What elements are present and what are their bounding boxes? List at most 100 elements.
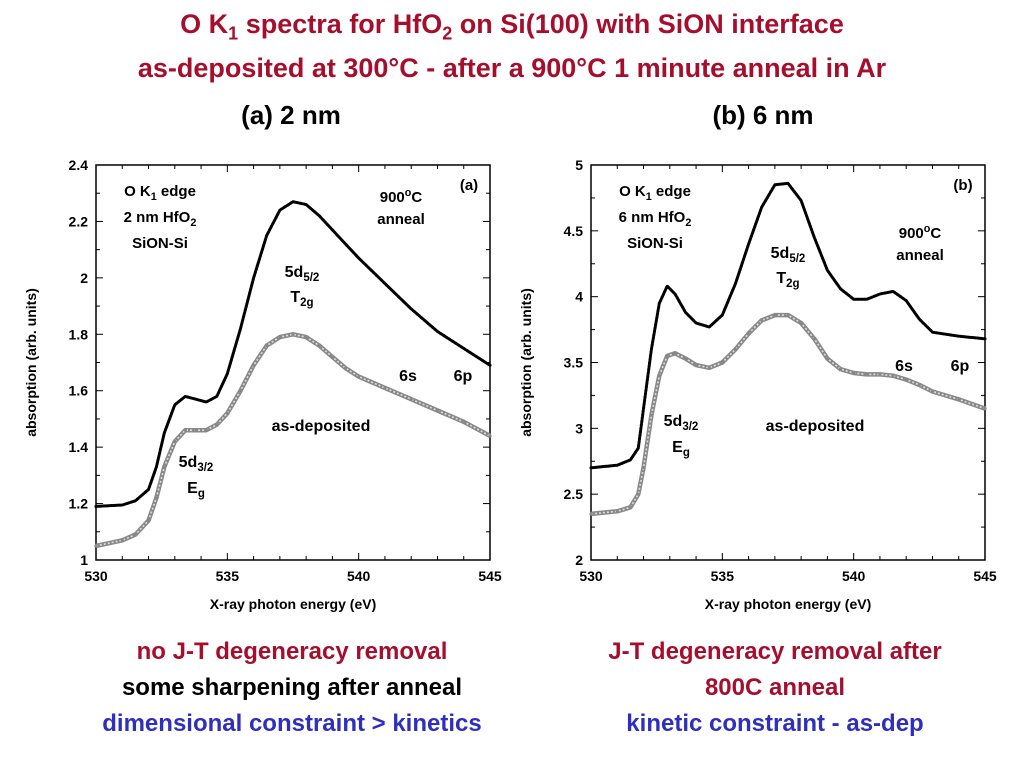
data-point (930, 389, 935, 394)
data-point (226, 372, 229, 375)
data-point (642, 407, 645, 410)
data-point (163, 431, 166, 435)
as-deposited-curve (95, 332, 492, 549)
data-point (957, 397, 961, 401)
sample-label: 2 nm HfO2 (124, 209, 197, 229)
data-point (615, 509, 619, 513)
data-point (708, 325, 711, 329)
data-point (636, 492, 640, 496)
x-tick-label: 535 (216, 568, 240, 584)
t2g-symmetry-label: T2g (776, 270, 799, 290)
six-s-label: 6s (895, 358, 913, 375)
data-point (435, 408, 440, 413)
y-tick-label: 2 (575, 552, 583, 568)
data-point (146, 518, 151, 523)
data-point (409, 397, 413, 401)
figure-title-line1: O K1 spectra for HfO2 on Si(100) with Si… (180, 9, 844, 44)
data-point (252, 363, 256, 367)
data-point (215, 395, 219, 398)
data-point (304, 335, 308, 339)
data-point (239, 327, 242, 330)
data-point (760, 205, 763, 209)
x-tick-label: 540 (347, 568, 371, 584)
data-point (891, 374, 895, 378)
caption-left-line1: no J-T degeneracy removal (136, 638, 448, 665)
x-tick-label: 540 (842, 568, 866, 584)
eg-symmetry-label: Eg (187, 480, 205, 500)
y-tick-label: 2.5 (564, 486, 584, 502)
data-point (825, 356, 830, 361)
x-tick-label: 530 (579, 568, 603, 584)
data-point (120, 538, 124, 542)
data-point (436, 330, 439, 333)
series-as-deposited (94, 332, 492, 549)
data-point (707, 366, 711, 370)
t2g-orbital-label: 5d5/2 (285, 264, 320, 284)
data-point (826, 269, 829, 272)
y-tick-label: 1.4 (69, 439, 89, 455)
data-point (162, 465, 166, 469)
data-point (225, 411, 229, 415)
edge-label: O K1 edge (619, 183, 691, 203)
data-point (649, 413, 654, 417)
data-point (278, 335, 282, 339)
series-as-deposited (589, 312, 987, 517)
anneal-label: anneal (377, 211, 425, 228)
panel-a-title: (a) 2 nm (241, 100, 341, 130)
data-point (616, 464, 619, 467)
data-point (462, 347, 465, 350)
data-point (694, 321, 698, 325)
six-p-label: 6p (951, 358, 970, 375)
data-point (865, 298, 868, 301)
as-deposited-label: as-deposited (272, 418, 371, 435)
y-tick-label: 2 (80, 270, 88, 286)
data-point (238, 389, 243, 393)
data-point (812, 337, 816, 341)
data-point (799, 321, 803, 325)
data-point (684, 311, 687, 314)
y-tick-label: 2.4 (69, 157, 89, 173)
data-point (658, 302, 661, 305)
caption-right-line3: kinetic constraint - as-dep (626, 710, 924, 737)
caption-right: J-T degeneracy removal after 800C anneal… (525, 634, 1024, 742)
six-p-label: 6p (454, 368, 473, 385)
data-point (155, 465, 158, 469)
data-point (747, 331, 751, 336)
y-tick-label: 2.2 (69, 213, 89, 229)
series-annealed (94, 200, 492, 508)
data-point (931, 331, 934, 334)
data-point (760, 318, 764, 322)
series-annealed (589, 181, 987, 470)
data-point (657, 374, 661, 378)
y-tick-label: 4.5 (564, 223, 584, 239)
data-point (637, 446, 640, 450)
data-point (891, 290, 895, 293)
data-point (694, 363, 698, 367)
chart-panel-a: 530 535 540 545 1 1.2 1.4 1.6 1.8 2 2.2 2.4 X-ray ph… (23, 157, 502, 612)
data-point (343, 366, 348, 370)
data-point (957, 334, 960, 338)
data-point (720, 360, 724, 365)
figure-title-line2: as-deposited at 300°C - after a 900°C 1 … (137, 53, 887, 83)
data-point (383, 282, 387, 285)
data-point (488, 364, 492, 367)
caption-left-line2: some sharpening after anneal (121, 674, 463, 701)
y-tick-label: 1 (80, 552, 88, 568)
anneal-temp-label: 900oC (380, 187, 423, 206)
data-point (983, 406, 987, 411)
data-point (318, 214, 321, 217)
data-point (330, 355, 334, 359)
data-point (773, 183, 777, 186)
data-point (721, 313, 724, 317)
caption-left-line3: dimensional constraint > kinetics (102, 710, 482, 737)
substrate-label: SiON-Si (627, 235, 683, 252)
data-point (291, 200, 295, 203)
data-point (852, 371, 856, 375)
panel-label: (b) (953, 177, 972, 194)
t2g-orbital-label: 5d5/2 (771, 245, 806, 265)
data-point (665, 354, 669, 358)
data-point (734, 282, 737, 285)
edge-label: O K1 edge (124, 183, 196, 203)
anneal-label: anneal (896, 247, 944, 264)
panel-b-title: (b) 6 nm (712, 100, 814, 130)
